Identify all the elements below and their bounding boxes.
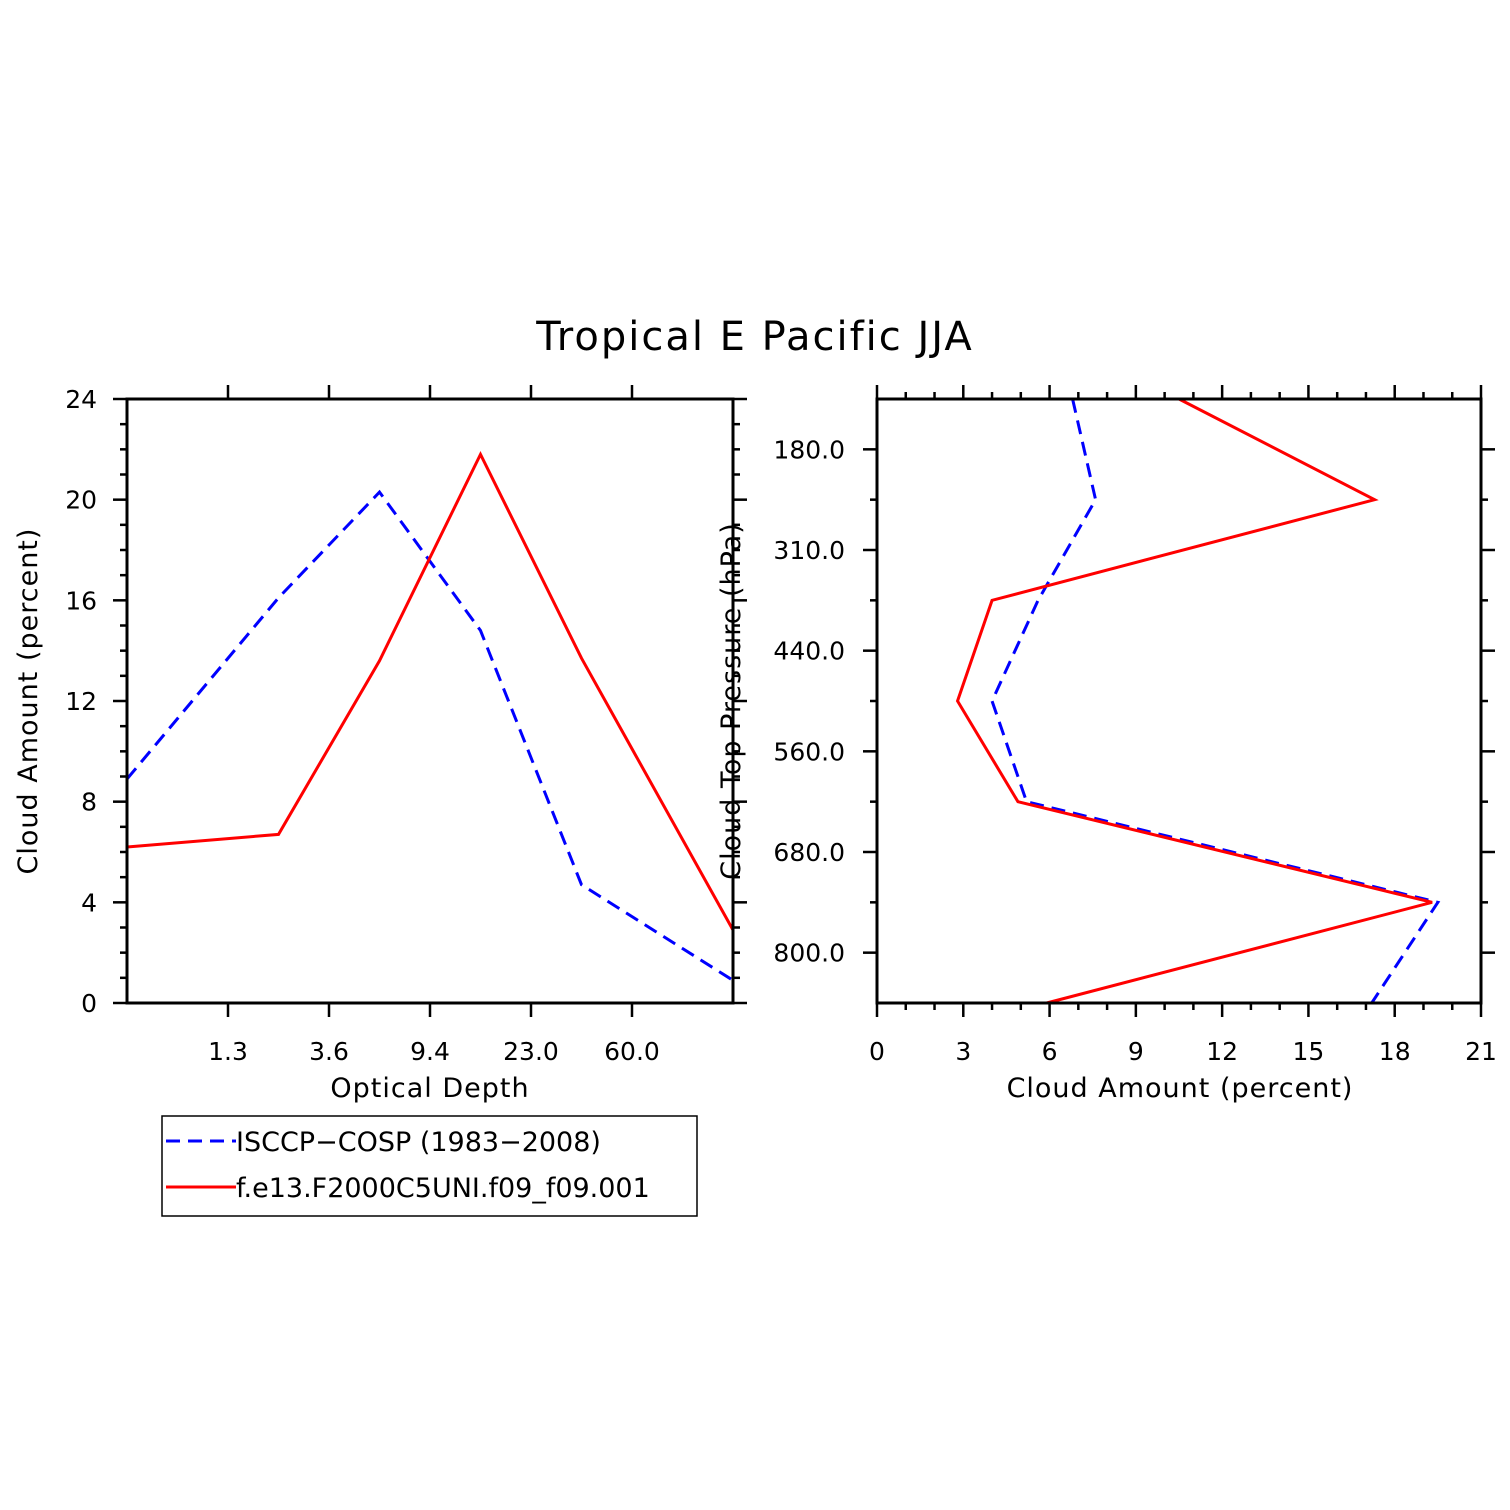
x-tick-label: 6: [1042, 1037, 1058, 1066]
x-tick-label: 9.4: [410, 1037, 450, 1066]
y-tick-label: 680.0: [773, 838, 845, 867]
y-tick-label: 24: [65, 385, 97, 414]
pressure-y-axis-title: Cloud Top Pressure (hPa): [716, 522, 747, 880]
y-tick-label: 800.0: [773, 939, 845, 968]
x-tick-label: 15: [1293, 1037, 1325, 1066]
legend-label-obs: ISCCP−COSP (1983−2008): [236, 1127, 601, 1158]
y-tick-label: 20: [65, 486, 97, 515]
pressure-panel: 0 3 6 9 12 15 18 21 180.0 310.0 440.0 560.0 680.0 800…: [716, 385, 1497, 1104]
figure-title: Tropical E Pacific JJA: [535, 314, 974, 360]
x-tick-label: 3: [955, 1037, 971, 1066]
y-tick-label: 180.0: [773, 435, 845, 464]
x-tick-label: 60.0: [604, 1037, 660, 1066]
y-tick-label: 12: [65, 687, 97, 716]
optical-depth-x-axis-title: Optical Depth: [330, 1073, 529, 1104]
x-tick-label: 21: [1465, 1037, 1497, 1066]
pressure-x-axis-title: Cloud Amount (percent): [1007, 1073, 1354, 1104]
y-tick-label: 16: [65, 586, 97, 615]
series-line-model: [955, 397, 1433, 1005]
x-tick-label: 1.3: [208, 1037, 248, 1066]
y-tick-label: 310.0: [773, 536, 845, 565]
legend-label-model: f.e13.F2000C5UNI.f09_f09.001: [236, 1173, 650, 1204]
x-tick-label: 18: [1379, 1037, 1411, 1066]
legend: ISCCP−COSP (1983−2008) f.e13.F2000C5UNI.…: [161, 1115, 698, 1217]
y-tick-label: 8: [81, 788, 97, 817]
x-tick-label: 9: [1128, 1037, 1144, 1066]
x-tick-label: 23.0: [503, 1037, 559, 1066]
optical-depth-plot-frame: [125, 397, 735, 1005]
y-tick-label: 560.0: [773, 737, 845, 766]
y-tick-label: 440.0: [773, 637, 845, 666]
x-tick-label: 3.6: [309, 1037, 349, 1066]
series-line-isccp-cosp: [990, 398, 1441, 1004]
series-line-isccp-cosp: [125, 489, 734, 982]
x-tick-label: 12: [1206, 1037, 1238, 1066]
legend-box: [161, 1115, 698, 1217]
y-tick-label: 0: [81, 989, 97, 1018]
optical-depth-panel: 0 4 8 12 16 20 24 1.3 3.6 9.4 23.0 60.0 Optical Dep…: [13, 385, 747, 1104]
x-tick-label: 0: [869, 1037, 885, 1066]
y-tick-label: 4: [81, 888, 97, 917]
optical-depth-y-axis-title: Cloud Amount (percent): [13, 528, 44, 875]
series-line-model: [126, 450, 735, 931]
